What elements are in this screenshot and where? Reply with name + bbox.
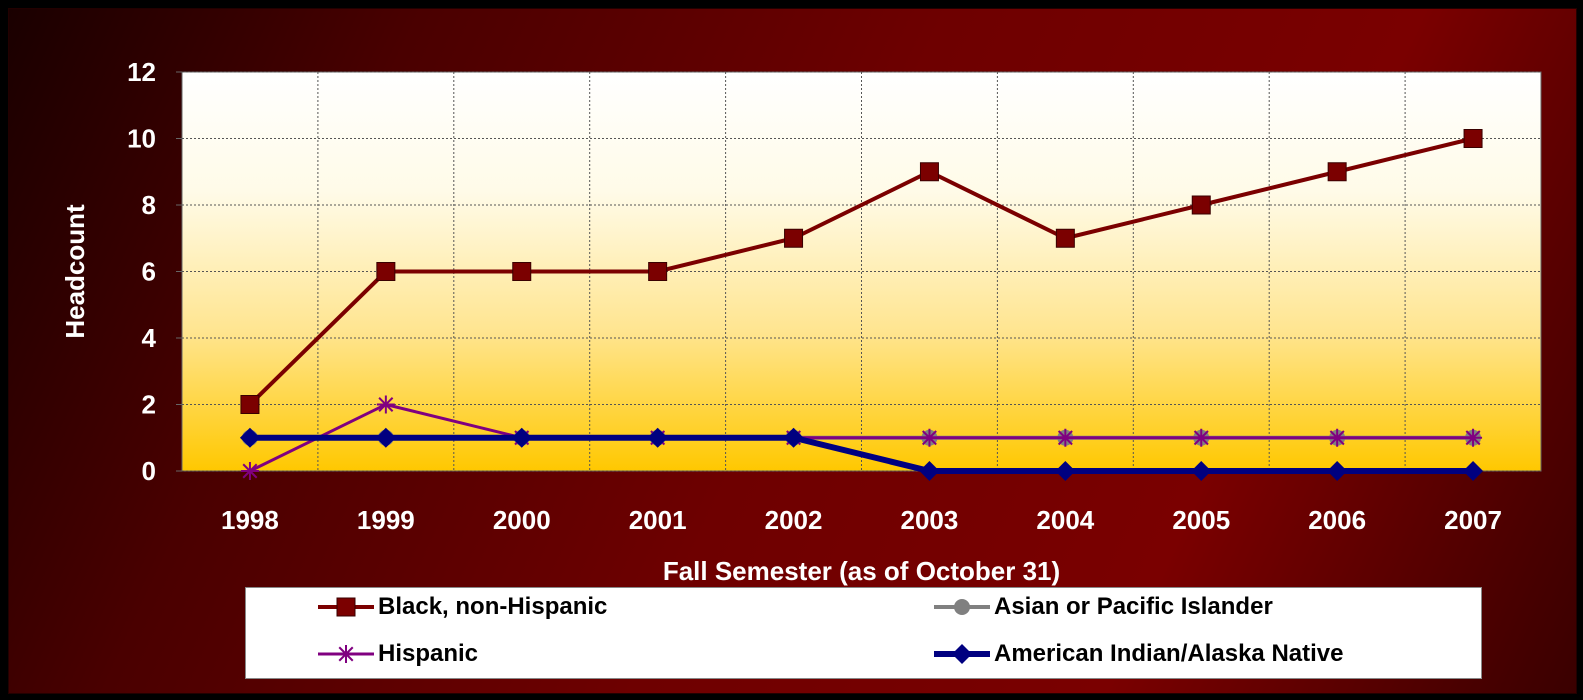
x-tick-label: 2002 bbox=[765, 505, 823, 535]
data-point bbox=[783, 427, 804, 448]
legend: Black, non-Hispanic Asian or Pacific Isl… bbox=[245, 587, 1482, 679]
x-tick-label: 2005 bbox=[1172, 505, 1230, 535]
legend-item-black: Black, non-Hispanic bbox=[316, 592, 607, 622]
x-tick-label: 2000 bbox=[493, 505, 551, 535]
data-point bbox=[376, 262, 396, 281]
series-line bbox=[249, 434, 1474, 474]
legend-item-hispanic: Hispanic bbox=[316, 639, 478, 669]
legend-label: Black, non-Hispanic bbox=[378, 593, 608, 620]
legend-label: Hispanic bbox=[378, 640, 479, 667]
data-point bbox=[240, 395, 260, 414]
data-point bbox=[1055, 461, 1076, 481]
data-point bbox=[1327, 162, 1347, 182]
y-tick-label: 8 bbox=[142, 190, 156, 220]
y-tick-label: 0 bbox=[142, 456, 156, 486]
y-tick-label: 4 bbox=[142, 323, 157, 353]
series-layer bbox=[239, 129, 1484, 481]
data-point bbox=[647, 427, 668, 448]
data-point bbox=[375, 427, 396, 448]
legend-marker-circle-icon bbox=[934, 599, 990, 615]
data-point bbox=[240, 462, 259, 480]
legend-marker-diamond-icon bbox=[934, 644, 990, 664]
x-tick-label: 1998 bbox=[221, 505, 279, 535]
y-axis-ticks: 0 2 4 6 8 10 12 bbox=[127, 57, 182, 486]
x-tick-label: 1999 bbox=[357, 505, 415, 535]
legend-marker-square-icon bbox=[318, 597, 374, 617]
data-point bbox=[376, 395, 395, 414]
legend-marker-star-icon bbox=[318, 645, 374, 663]
data-point bbox=[1327, 461, 1348, 481]
data-point bbox=[511, 427, 532, 448]
data-point bbox=[1056, 428, 1075, 447]
series-line bbox=[249, 402, 1474, 473]
x-tick-label: 2001 bbox=[629, 505, 687, 535]
data-point bbox=[1463, 461, 1484, 481]
data-point bbox=[239, 427, 260, 448]
data-point bbox=[1328, 428, 1347, 447]
y-tick-label: 12 bbox=[127, 57, 156, 87]
data-point bbox=[1191, 461, 1212, 481]
data-point bbox=[1463, 129, 1483, 148]
series-black-non-hispanic bbox=[240, 129, 1483, 414]
data-point bbox=[1192, 428, 1211, 447]
data-point bbox=[919, 461, 940, 481]
data-point bbox=[512, 262, 532, 281]
data-point bbox=[648, 262, 668, 281]
y-tick-label: 6 bbox=[142, 257, 156, 287]
data-point bbox=[1055, 228, 1075, 248]
x-axis-label: Fall Semester (as of October 31) bbox=[663, 556, 1060, 586]
y-axis-label: Headcount bbox=[60, 204, 90, 339]
series-line bbox=[248, 136, 1474, 406]
data-point bbox=[1464, 428, 1483, 447]
data-point bbox=[920, 428, 939, 447]
data-point bbox=[784, 228, 804, 248]
x-tick-label: 2004 bbox=[1036, 505, 1094, 535]
x-tick-label: 2003 bbox=[901, 505, 959, 535]
series-american-indian-alaska-native bbox=[239, 427, 1484, 481]
y-tick-label: 2 bbox=[142, 390, 156, 420]
x-tick-label: 2007 bbox=[1444, 505, 1502, 535]
legend-item-american-indian: American Indian/Alaska Native bbox=[932, 639, 1343, 669]
legend-label: American Indian/Alaska Native bbox=[994, 640, 1344, 667]
legend-label: Asian or Pacific Islander bbox=[994, 593, 1273, 620]
x-tick-label: 2006 bbox=[1308, 505, 1366, 535]
data-point bbox=[1191, 195, 1211, 215]
data-point bbox=[919, 162, 939, 182]
x-axis-ticks: 1998 1999 2000 2001 2002 2003 2004 2005 2006 2007 bbox=[221, 505, 1502, 535]
legend-item-asian: Asian or Pacific Islander bbox=[932, 592, 1273, 622]
y-tick-label: 10 bbox=[127, 124, 156, 154]
